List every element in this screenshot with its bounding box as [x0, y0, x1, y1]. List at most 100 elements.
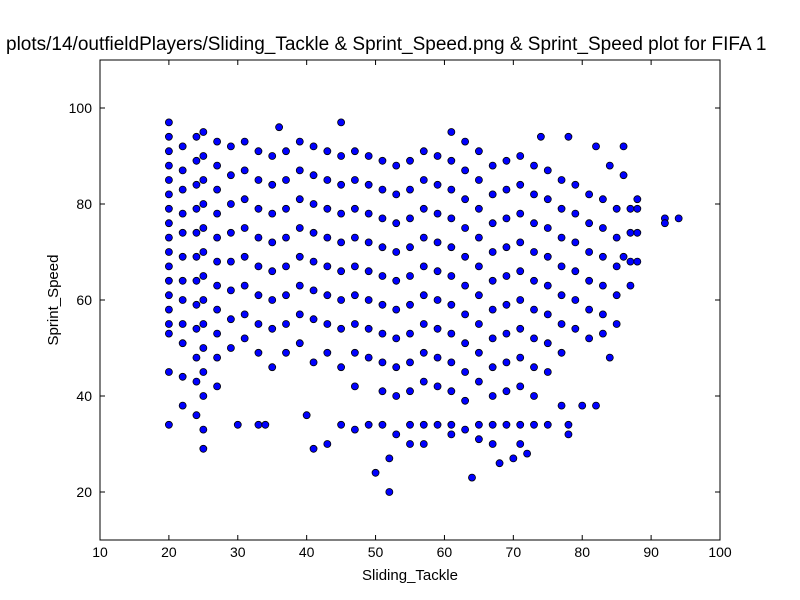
data-point	[392, 305, 401, 314]
data-point	[571, 324, 580, 333]
data-point	[406, 440, 414, 448]
data-point	[516, 324, 525, 333]
data-point	[419, 262, 428, 271]
data-point	[612, 233, 621, 242]
data-point	[226, 142, 235, 151]
data-point	[226, 171, 235, 180]
data-point	[406, 156, 414, 165]
data-point	[585, 334, 594, 343]
data-point	[447, 243, 456, 252]
data-point	[392, 190, 401, 199]
data-point	[419, 176, 428, 184]
data-point	[461, 224, 470, 232]
data-point	[571, 267, 580, 276]
data-point	[178, 166, 187, 175]
data-point	[502, 272, 511, 280]
data-point	[674, 214, 683, 223]
data-point	[406, 214, 414, 223]
data-point	[543, 420, 552, 429]
data-point	[474, 204, 483, 213]
data-point	[419, 233, 428, 242]
data-point	[516, 238, 525, 247]
data-point	[213, 185, 222, 194]
data-point	[419, 348, 428, 357]
data-point	[474, 377, 483, 386]
data-point	[226, 344, 235, 352]
data-point	[488, 440, 497, 448]
data-point	[516, 420, 525, 429]
data-point	[516, 382, 525, 391]
data-point	[178, 185, 187, 194]
data-point	[164, 176, 173, 184]
data-point	[392, 248, 401, 256]
data-point	[199, 368, 208, 376]
data-point	[192, 180, 201, 189]
data-point	[199, 152, 208, 160]
data-point	[309, 142, 318, 151]
x-tick-label: 40	[299, 544, 315, 560]
data-point	[295, 224, 304, 232]
data-point	[213, 329, 222, 338]
data-point	[268, 209, 277, 218]
data-point	[461, 281, 470, 290]
ticks-layer: 10 20 30 40 50 60 70 80 90 100 20 40 60 80 100	[69, 60, 732, 560]
data-point	[474, 320, 483, 328]
data-point	[192, 324, 201, 333]
data-point	[192, 377, 201, 386]
data-point	[543, 339, 552, 348]
data-point	[488, 248, 497, 256]
data-point	[564, 420, 573, 429]
data-point	[516, 267, 525, 276]
data-point	[240, 195, 249, 204]
data-point	[543, 195, 552, 204]
data-point	[192, 132, 201, 141]
data-point	[585, 248, 594, 256]
data-point	[516, 180, 525, 189]
data-point	[378, 185, 387, 194]
data-point	[461, 310, 470, 319]
data-point	[309, 228, 318, 237]
data-point	[502, 185, 511, 194]
data-point	[392, 363, 401, 372]
data-point	[433, 353, 442, 362]
data-point	[633, 195, 642, 204]
data-point	[295, 310, 304, 319]
data-point	[309, 444, 318, 453]
data-point	[612, 204, 621, 213]
data-point	[392, 430, 401, 439]
data-point	[378, 329, 387, 338]
data-point	[337, 420, 346, 429]
data-point	[571, 209, 580, 218]
data-point	[433, 324, 442, 333]
data-point	[406, 185, 414, 194]
data-point	[378, 387, 387, 396]
data-point	[164, 262, 173, 271]
data-point	[557, 401, 566, 410]
data-point	[282, 262, 290, 271]
data-point	[557, 233, 566, 242]
data-point	[364, 353, 373, 362]
data-point	[530, 420, 538, 429]
data-point	[240, 281, 249, 290]
data-point	[350, 233, 359, 242]
data-point	[433, 238, 442, 247]
x-tick-label: 20	[161, 544, 177, 560]
data-point	[323, 348, 332, 357]
data-point	[598, 252, 607, 261]
data-point	[275, 123, 284, 132]
data-point	[626, 228, 635, 237]
data-point	[578, 401, 587, 410]
data-point	[254, 291, 263, 300]
data-point	[364, 238, 373, 247]
data-point	[199, 296, 208, 304]
data-point	[254, 233, 263, 242]
data-point	[164, 118, 173, 127]
data-point	[199, 248, 208, 256]
data-point	[488, 190, 497, 199]
data-point	[419, 377, 428, 386]
data-point	[585, 219, 594, 228]
data-point	[350, 320, 359, 328]
data-point	[419, 420, 428, 429]
data-point	[474, 348, 483, 357]
data-point	[619, 142, 628, 151]
